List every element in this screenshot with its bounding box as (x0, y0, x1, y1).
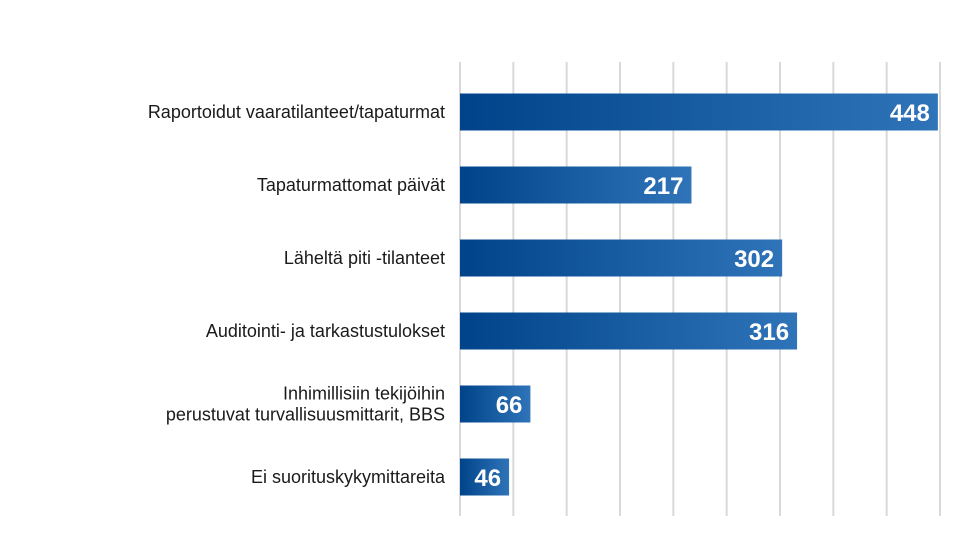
value-label-2: 302 (734, 246, 774, 273)
category-label-0: Raportoidut vaaratilanteet/tapaturmat (148, 102, 445, 122)
value-label-4: 66 (496, 392, 523, 419)
category-label-line: Läheltä piti -tilanteet (284, 248, 445, 268)
value-label-0: 448 (890, 100, 930, 127)
category-label-5: Ei suorituskykymittareita (251, 467, 446, 487)
bar-5 (460, 458, 510, 496)
value-label-5: 46 (474, 465, 501, 492)
grid-lines (459, 62, 941, 516)
category-label-3: Auditointi- ja tarkastustulokset (206, 321, 445, 341)
value-label-1: 217 (643, 173, 683, 200)
category-label-line: Auditointi- ja tarkastustulokset (206, 321, 445, 341)
bar-1 (460, 166, 692, 204)
value-label-3: 316 (749, 319, 789, 346)
category-label-4: Inhimillisiin tekijöihin perustuvat turva… (166, 384, 445, 425)
category-label-1: Tapaturmattomat päivät (257, 175, 445, 195)
bar-2 (460, 239, 783, 277)
category-label-line: perustuvat turvallisuusmittarit, BBS (166, 405, 445, 425)
category-label-line: Inhimillisiin tekijöihin (283, 384, 445, 404)
bars: 448 217 302 316 66 46 (460, 93, 938, 496)
category-label-line: Raportoidut vaaratilanteet/tapaturmat (148, 102, 445, 122)
category-label-line: Tapaturmattomat päivät (257, 175, 445, 195)
bar-4 (460, 385, 531, 423)
bar-3 (460, 312, 798, 350)
bar-0 (460, 93, 938, 131)
category-label-2: Läheltä piti -tilanteet (284, 248, 445, 268)
category-labels: Raportoidut vaaratilanteet/tapaturmat Tap… (148, 102, 446, 487)
category-label-line: Ei suorituskykymittareita (251, 467, 446, 487)
